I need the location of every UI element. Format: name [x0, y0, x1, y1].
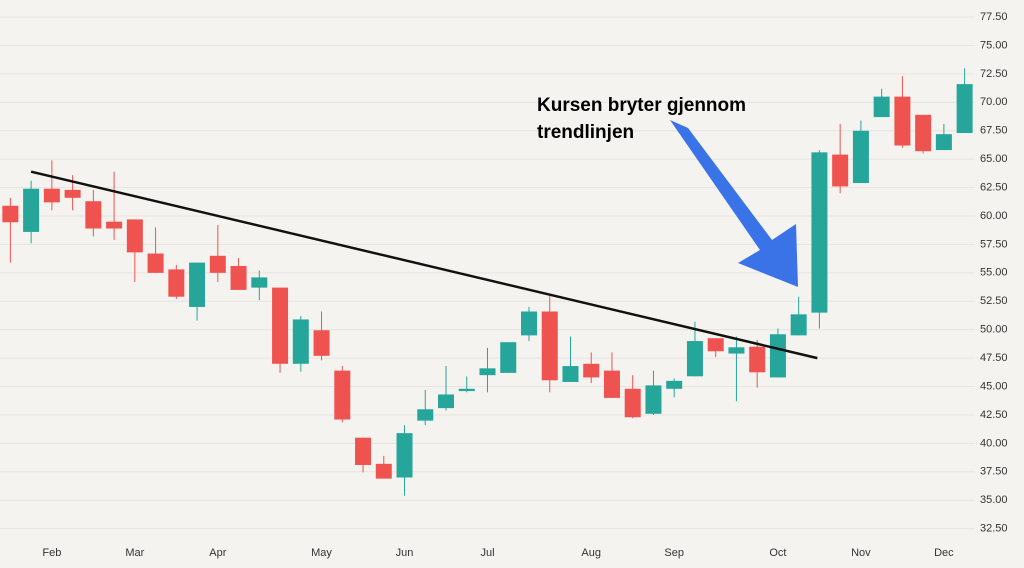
candle-body: [520, 311, 537, 336]
candle-body: [126, 219, 143, 253]
y-tick-label: 70.00: [980, 96, 1008, 108]
y-tick-label: 32.50: [980, 523, 1008, 535]
trendline: [30, 170, 818, 360]
candle-body: [583, 363, 600, 378]
candle-body: [645, 385, 662, 414]
candle-body: [313, 330, 330, 356]
y-tick-label: 60.00: [980, 210, 1008, 222]
candle-body: [769, 334, 786, 378]
candle-body: [562, 366, 579, 382]
x-tick-label: Sep: [664, 547, 684, 559]
x-tick-label: Aug: [581, 547, 601, 559]
candle-body: [479, 368, 496, 376]
x-tick-label: Feb: [42, 547, 61, 559]
candle-body: [894, 96, 911, 146]
candle-body: [852, 130, 869, 184]
y-tick-label: 55.00: [980, 267, 1008, 279]
candle-body: [873, 96, 890, 118]
candle-body: [209, 255, 226, 273]
x-tick-label: Apr: [209, 547, 226, 559]
candle-body: [2, 205, 19, 223]
candle-body: [935, 134, 952, 151]
candle-body: [624, 388, 641, 418]
candle-body: [85, 201, 102, 229]
annotation: trendlinjen: [537, 122, 634, 143]
candle-body: [43, 188, 60, 203]
candle-body: [666, 380, 683, 389]
candle-body: [272, 287, 289, 364]
candle-body: [458, 388, 475, 392]
candle-body: [728, 347, 745, 354]
x-tick-label: Mar: [125, 547, 144, 559]
candle-body: [189, 262, 206, 307]
candle-body: [915, 114, 932, 152]
candle-body: [832, 154, 849, 187]
y-tick-label: 52.50: [980, 295, 1008, 307]
candle-body: [168, 269, 185, 297]
x-tick-label: Oct: [769, 547, 786, 559]
x-tick-label: Dec: [934, 547, 954, 559]
y-tick-label: 42.50: [980, 409, 1008, 421]
y-tick-label: 72.50: [980, 68, 1008, 80]
candle-body: [106, 221, 123, 229]
candle-body: [396, 433, 413, 478]
y-tick-label: 35.00: [980, 494, 1008, 506]
y-tick-label: 37.50: [980, 466, 1008, 478]
candle-body: [64, 189, 81, 198]
candle-body: [686, 341, 703, 377]
candle-body: [811, 152, 828, 313]
candle-body: [375, 463, 392, 479]
x-tick-label: Jun: [396, 547, 414, 559]
candle-body: [292, 319, 309, 364]
y-tick-label: 65.00: [980, 153, 1008, 165]
candle-body: [500, 342, 517, 373]
candle-body: [541, 311, 558, 381]
y-tick-label: 67.50: [980, 125, 1008, 137]
y-tick-label: 75.00: [980, 39, 1008, 51]
y-tick-label: 45.00: [980, 380, 1008, 392]
y-tick-label: 47.50: [980, 352, 1008, 364]
y-tick-label: 77.50: [980, 11, 1008, 23]
candle-body: [956, 84, 973, 134]
candle-body: [707, 338, 724, 352]
candle-body: [147, 253, 164, 273]
arrow: [670, 120, 798, 287]
y-tick-label: 40.00: [980, 437, 1008, 449]
candle-body: [790, 314, 807, 336]
x-tick-label: May: [311, 547, 332, 559]
candle-body: [23, 188, 40, 232]
candle-body: [251, 277, 268, 288]
candle-body: [603, 370, 620, 398]
x-tick-label: Nov: [851, 547, 871, 559]
y-tick-label: 62.50: [980, 181, 1008, 193]
candle-body: [438, 394, 455, 409]
candle-body: [417, 409, 434, 421]
x-tick-label: Jul: [480, 547, 494, 559]
y-tick-label: 57.50: [980, 238, 1008, 250]
candle-body: [749, 346, 766, 373]
annotation: Kursen bryter gjennom: [537, 95, 746, 116]
candle-body: [230, 266, 247, 290]
candle-body: [334, 370, 351, 420]
candle-body: [355, 437, 372, 465]
y-tick-label: 50.00: [980, 324, 1008, 336]
